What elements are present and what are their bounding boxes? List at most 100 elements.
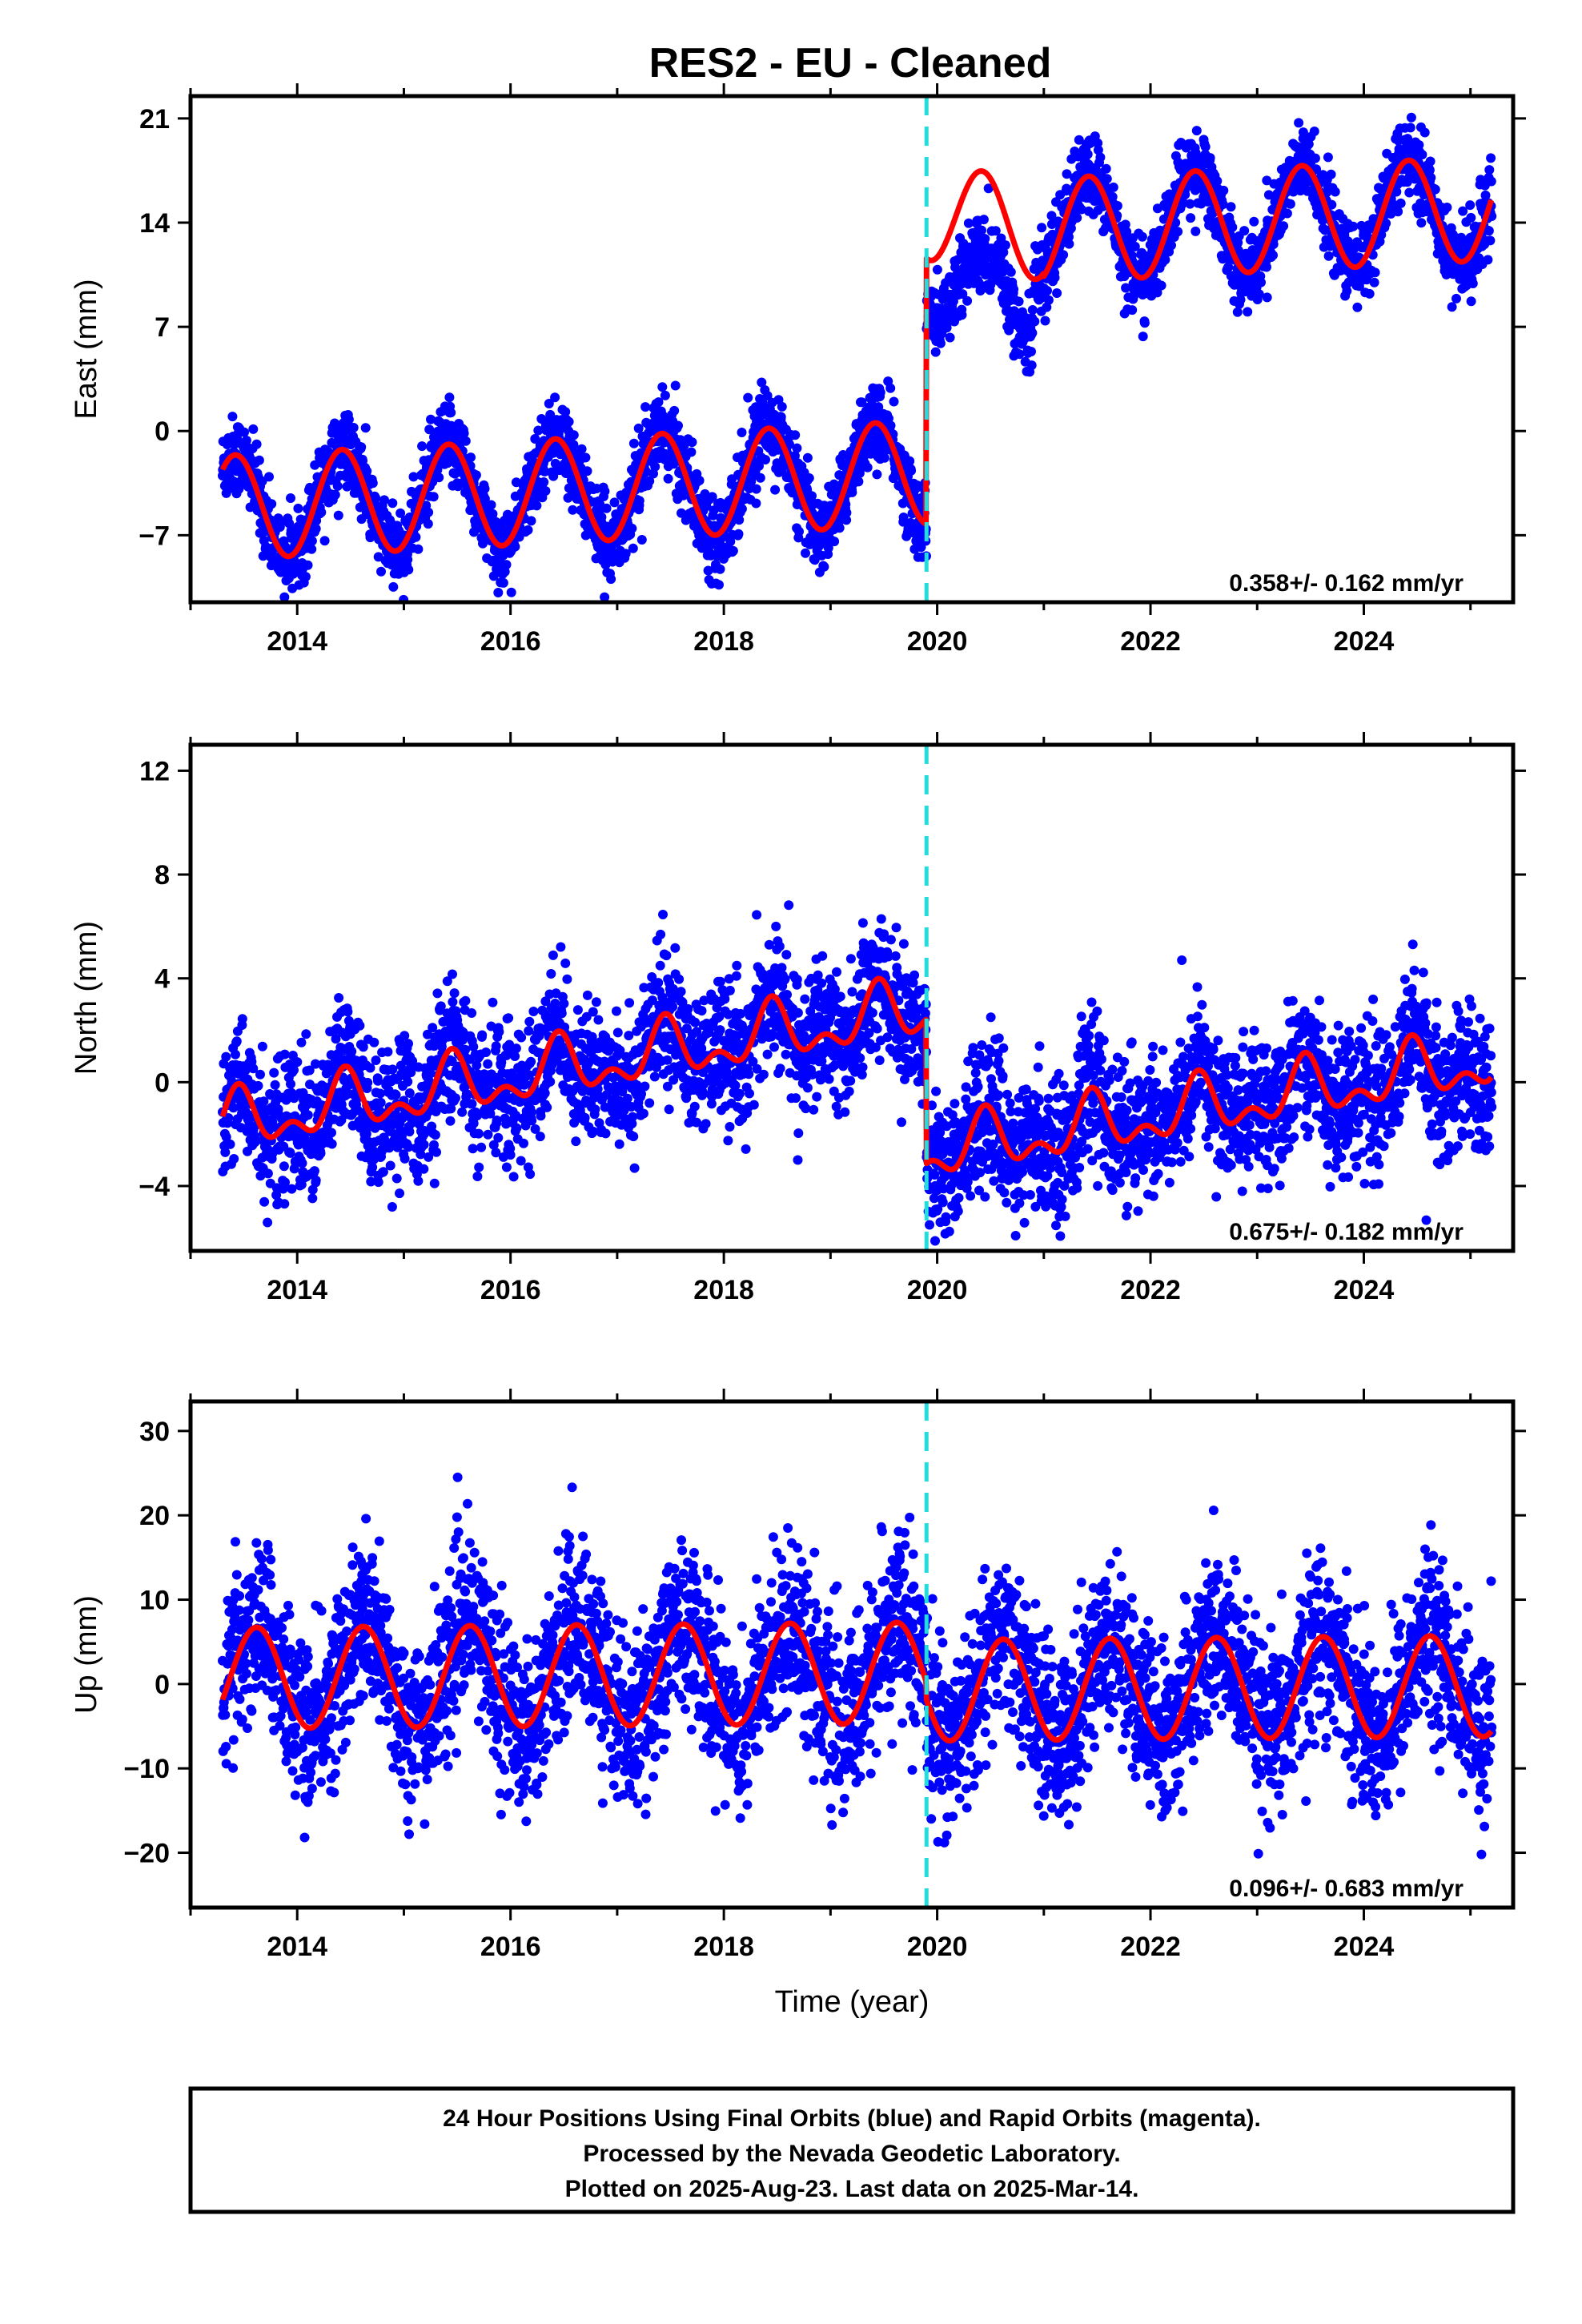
data-point	[369, 1037, 379, 1047]
data-point	[1026, 360, 1037, 371]
data-point	[580, 452, 591, 463]
data-point	[1256, 277, 1266, 287]
data-point	[371, 1055, 381, 1065]
data-point	[715, 564, 725, 574]
data-point	[468, 1144, 478, 1154]
data-point	[375, 1097, 386, 1108]
data-point	[1062, 169, 1072, 179]
data-point	[1050, 272, 1060, 283]
data-point	[1326, 169, 1336, 179]
data-point	[1093, 138, 1103, 148]
data-point	[319, 536, 330, 546]
y-tick-label: 7	[155, 312, 170, 343]
data-point	[327, 1139, 337, 1149]
data-point	[488, 509, 498, 519]
rate-label-east: 0.358+/- 0.162 mm/yr	[1229, 570, 1464, 597]
data-point	[1040, 316, 1050, 326]
data-point	[1268, 250, 1278, 260]
data-point	[310, 460, 320, 470]
data-point	[841, 508, 852, 518]
data-point	[977, 225, 986, 235]
data-point	[227, 412, 238, 422]
data-point	[404, 1039, 413, 1049]
data-point	[488, 997, 498, 1007]
data-point	[1085, 139, 1095, 148]
data-point	[356, 442, 367, 452]
data-point	[1416, 218, 1427, 228]
data-point	[889, 396, 899, 407]
data-point	[1120, 219, 1130, 230]
data-point	[493, 588, 504, 597]
data-point	[1121, 283, 1131, 293]
x-tick-label: 2022	[1120, 626, 1181, 657]
data-point	[550, 392, 560, 403]
data-point	[448, 997, 458, 1007]
data-point	[1486, 153, 1496, 163]
data-point	[714, 580, 724, 590]
data-point	[451, 1093, 460, 1104]
data-point	[379, 495, 389, 505]
data-point	[293, 503, 303, 513]
data-point	[1249, 216, 1259, 227]
data-point	[669, 405, 680, 416]
data-point	[644, 476, 655, 486]
data-point	[1226, 202, 1236, 212]
data-point	[1425, 156, 1435, 167]
data-point	[1447, 302, 1457, 312]
data-point	[1000, 240, 1010, 251]
y-tick-label: 14	[139, 208, 170, 239]
data-point	[1369, 277, 1379, 287]
data-point	[334, 993, 344, 1003]
data-point	[1262, 262, 1271, 272]
data-point	[885, 383, 896, 393]
plot-area-east	[218, 96, 1497, 602]
data-point	[426, 414, 436, 424]
data-point	[315, 1148, 326, 1159]
data-point	[403, 1076, 413, 1087]
data-point	[460, 995, 471, 1006]
data-point	[1465, 200, 1476, 211]
data-point	[978, 215, 989, 225]
data-point	[564, 416, 574, 427]
data-point	[1243, 307, 1253, 317]
data-point	[483, 1129, 493, 1140]
data-point	[650, 461, 661, 472]
data-point	[751, 498, 761, 509]
data-point	[958, 289, 968, 300]
data-point	[601, 503, 612, 513]
data-point	[823, 543, 833, 553]
data-point	[737, 504, 747, 514]
data-point	[383, 1047, 393, 1057]
data-point	[980, 234, 990, 244]
data-point	[560, 407, 571, 417]
data-point	[544, 399, 554, 408]
data-point	[525, 1169, 536, 1180]
data-point	[673, 420, 683, 431]
data-point	[404, 1088, 415, 1098]
data-point	[761, 455, 770, 464]
data-point	[1064, 239, 1074, 249]
data-point	[471, 470, 481, 480]
data-point	[376, 566, 386, 577]
data-point	[1095, 152, 1106, 163]
data-point	[1058, 250, 1069, 260]
data-point	[576, 444, 587, 454]
data-point	[472, 1172, 483, 1181]
data-point	[776, 412, 786, 422]
data-point	[1239, 226, 1250, 236]
data-point	[1112, 201, 1122, 211]
data-point	[853, 476, 864, 487]
data-point	[343, 1007, 353, 1017]
data-point	[687, 437, 697, 448]
data-point	[1405, 123, 1415, 133]
figure-title: RES2 - EU - Cleaned	[649, 40, 1052, 86]
data-point	[362, 466, 372, 476]
data-point	[360, 423, 371, 433]
data-point	[834, 523, 845, 533]
data-point	[862, 462, 873, 472]
data-point	[540, 466, 550, 476]
data-point	[413, 544, 424, 554]
data-point	[396, 508, 406, 518]
data-point	[794, 526, 804, 537]
data-point	[403, 554, 413, 565]
